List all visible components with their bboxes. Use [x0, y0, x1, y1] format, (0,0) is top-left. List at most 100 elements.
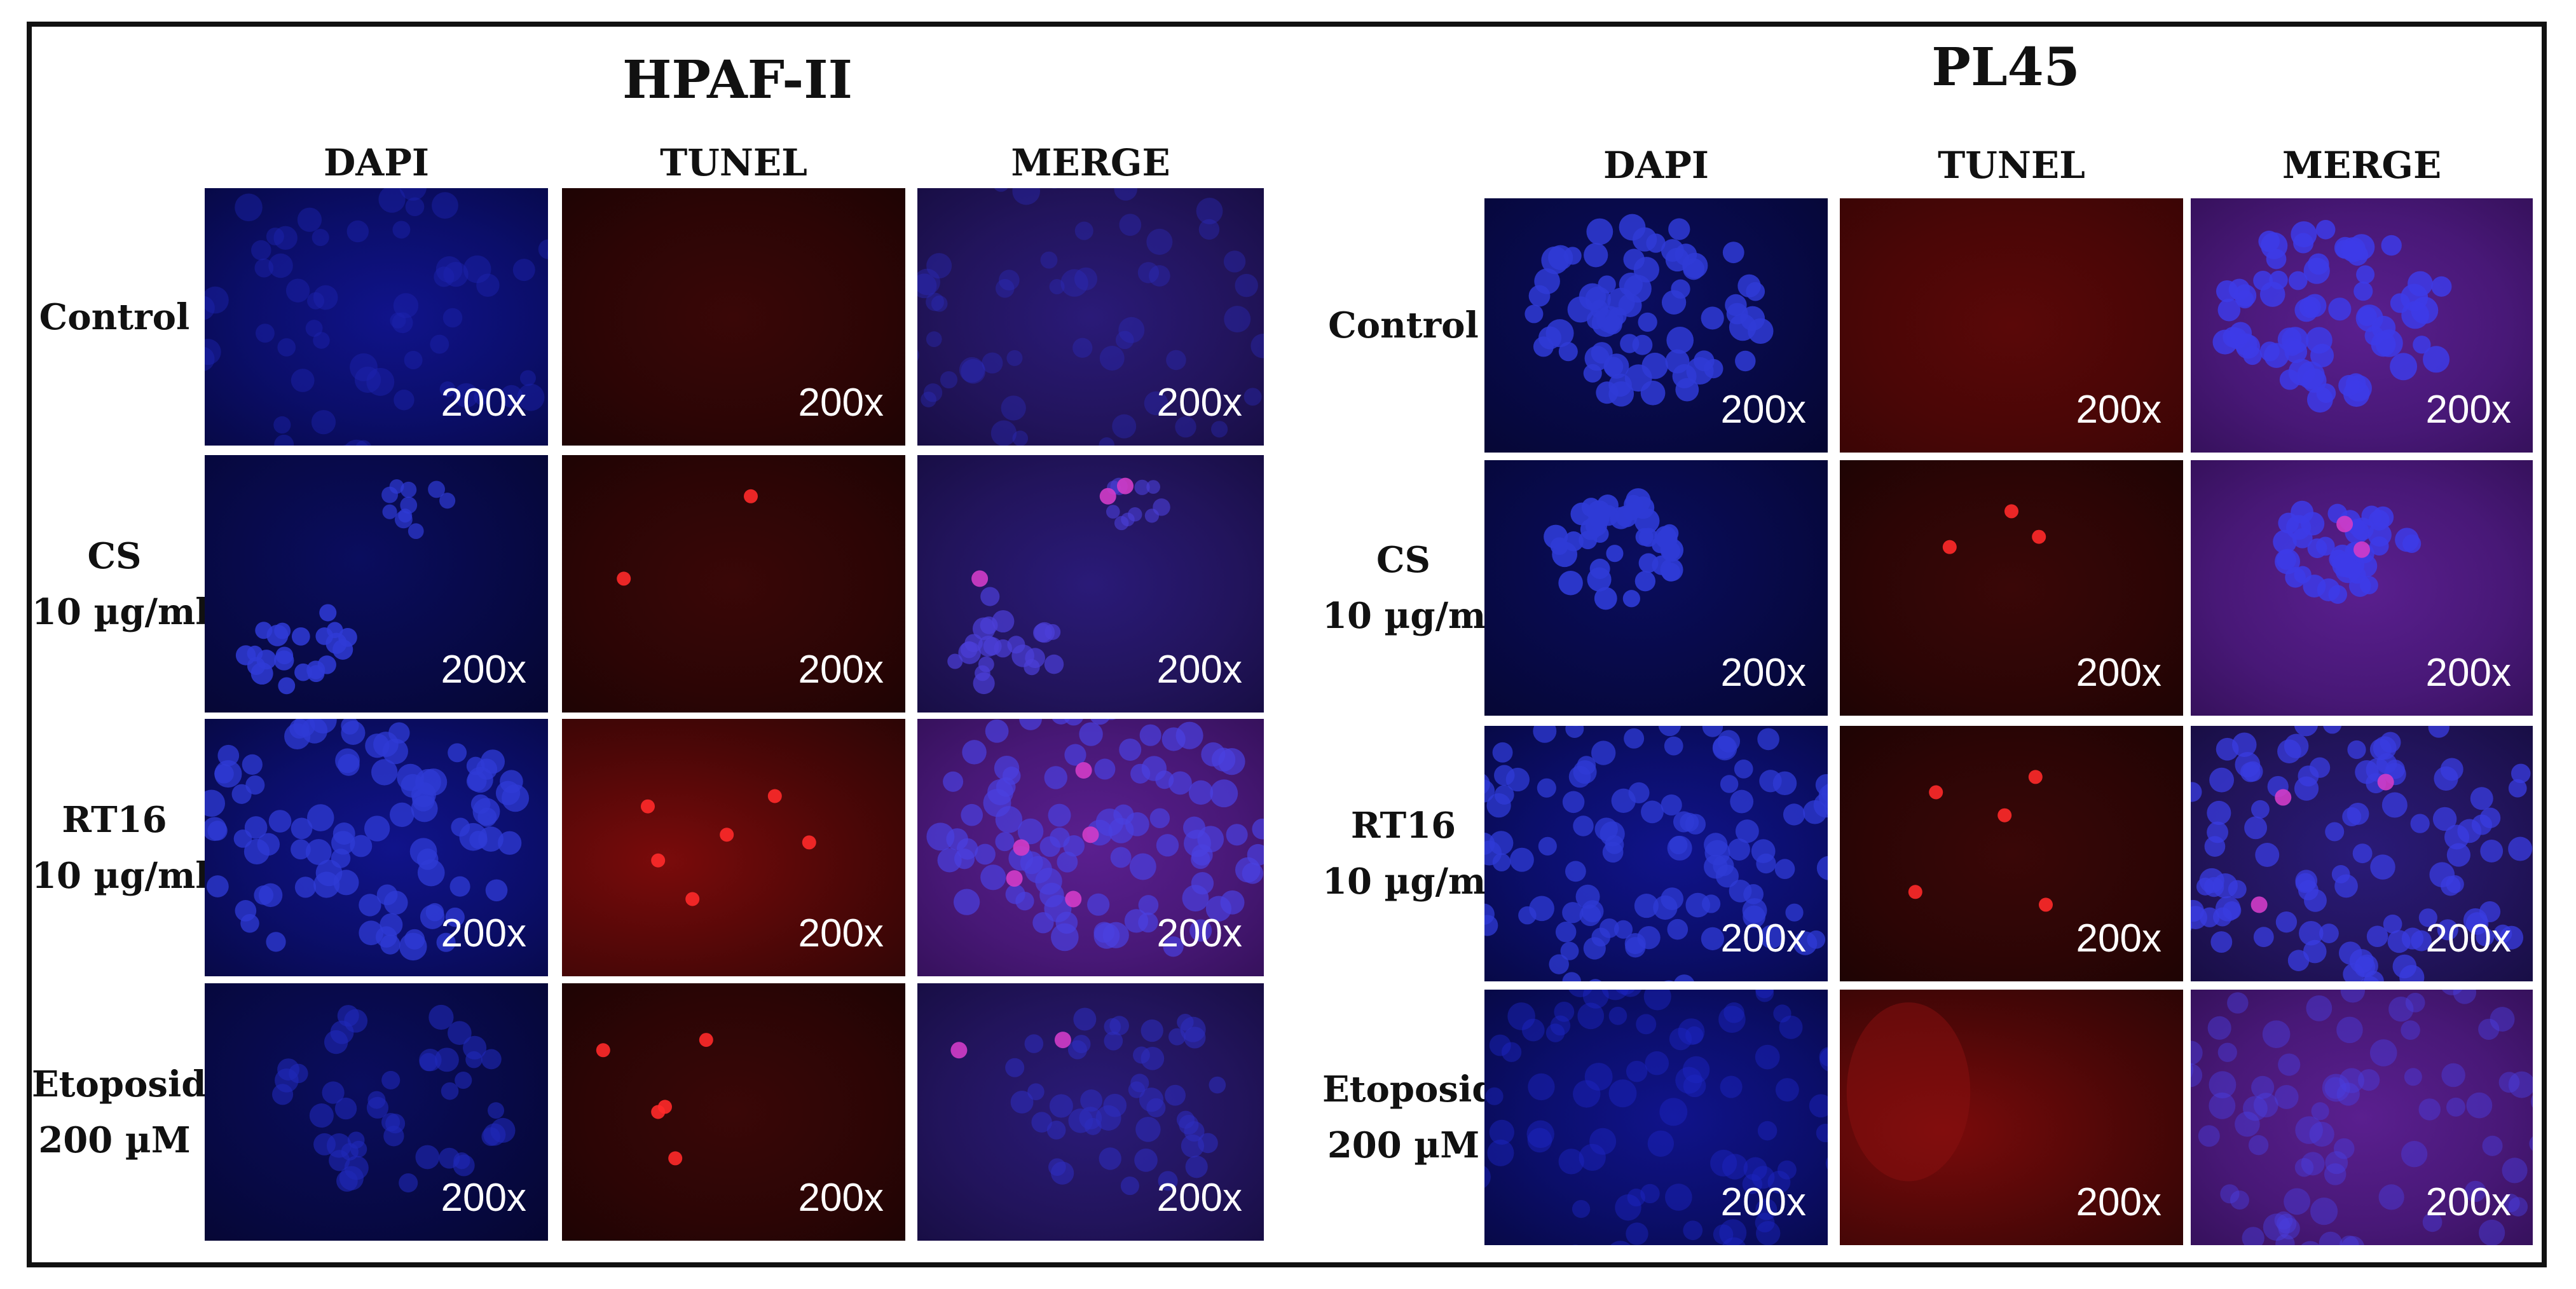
- tunel-positive-spot: [2004, 504, 2018, 519]
- merge-positive-spot: [2275, 789, 2292, 806]
- nucleus: [2428, 726, 2449, 738]
- nucleus: [2508, 836, 2533, 861]
- nucleus: [1748, 318, 1774, 344]
- row-label-line: Etoposide: [32, 1063, 229, 1105]
- magnification-label: 200x: [2425, 1180, 2511, 1224]
- nucleus: [1119, 738, 1142, 761]
- nucleus: [2418, 1098, 2441, 1121]
- nucleus: [2227, 992, 2249, 1014]
- nucleus: [389, 802, 414, 828]
- nucleus: [1156, 834, 1179, 857]
- nucleus: [380, 934, 401, 955]
- micrograph-image: [1908, 770, 2053, 912]
- nucleus: [1685, 1026, 1704, 1045]
- nucleus: [1010, 1091, 1034, 1114]
- nucleus: [1665, 247, 1690, 272]
- nucleus: [1659, 1098, 1688, 1126]
- nucleus: [1734, 759, 1753, 779]
- nucleus: [289, 1063, 308, 1084]
- nucleus: [1180, 1016, 1206, 1042]
- nucleus: [2325, 822, 2345, 842]
- magnification-label: 200x: [2425, 917, 2511, 960]
- nucleus: [205, 286, 229, 314]
- nucleus: [2310, 1197, 2338, 1225]
- nucleus: [354, 366, 381, 393]
- nucleus: [2508, 779, 2527, 798]
- nucleus: [2209, 1071, 2237, 1099]
- merge-positive-spot: [1006, 870, 1023, 887]
- nucleus: [1099, 346, 1125, 371]
- nucleus: [2198, 1125, 2220, 1147]
- micrograph-image: [641, 789, 816, 906]
- nucleus: [1146, 480, 1160, 494]
- nucleus: [443, 261, 469, 287]
- nucleus: [1137, 262, 1160, 283]
- nucleus: [378, 188, 406, 213]
- tunel-positive-spot: [802, 835, 816, 850]
- nucleus: [1210, 779, 1238, 808]
- magnification-label: 200x: [1156, 648, 1242, 692]
- nucleus: [1667, 918, 1689, 940]
- nucleus: [1819, 1047, 1828, 1067]
- nucleus: [2501, 1194, 2520, 1213]
- nucleus: [1489, 1119, 1514, 1145]
- merge-positive-spot: [1082, 826, 1099, 843]
- nucleus: [2376, 753, 2397, 774]
- nucleus: [1099, 1147, 1121, 1170]
- micrograph-tunel: 200x: [1840, 990, 2183, 1245]
- merge-positive-spot: [2353, 541, 2370, 558]
- nucleus: [412, 789, 435, 812]
- nucleus: [1015, 892, 1034, 911]
- nucleus: [481, 1049, 502, 1070]
- nucleus: [1080, 1089, 1103, 1112]
- nucleus: [1625, 937, 1646, 958]
- nucleus: [1635, 528, 1654, 546]
- nucleus: [1125, 812, 1149, 836]
- merge-positive-spot: [1054, 1032, 1071, 1049]
- nucleus: [1611, 788, 1636, 813]
- nucleus: [1064, 719, 1083, 726]
- nucleus: [439, 1147, 460, 1169]
- nucleus: [2240, 762, 2261, 782]
- tunel-positive-spot: [685, 892, 700, 906]
- nucleus: [294, 663, 312, 681]
- micrograph-dapi: 200x: [1484, 726, 1828, 981]
- nucleus: [1646, 233, 1666, 253]
- nucleus: [1755, 1198, 1778, 1220]
- nucleus: [1064, 744, 1086, 766]
- nucleus: [1565, 861, 1586, 882]
- nucleus: [306, 804, 334, 831]
- nucleus: [1579, 904, 1601, 927]
- nucleus: [1622, 590, 1640, 608]
- nucleus: [1484, 1166, 1491, 1188]
- nucleus: [2263, 1213, 2291, 1241]
- nucleus: [2353, 282, 2373, 301]
- nucleus: [268, 810, 292, 833]
- nucleus: [1641, 352, 1668, 379]
- row-label: Etoposide 200 µM: [1322, 1061, 1519, 1173]
- micrograph-image: [2191, 726, 2533, 981]
- nucleus: [1686, 357, 1714, 385]
- nucleus: [1619, 214, 1646, 241]
- nucleus: [266, 932, 286, 952]
- nucleus: [1235, 273, 1258, 297]
- nucleus: [1813, 793, 1828, 818]
- nucleus: [2303, 257, 2330, 284]
- nucleus: [2278, 1217, 2300, 1239]
- nucleus: [1615, 990, 1635, 995]
- nucleus: [334, 1097, 357, 1120]
- nucleus: [1084, 1117, 1102, 1135]
- nucleus: [274, 434, 294, 446]
- micrograph-image: [1846, 1002, 1971, 1182]
- nucleus: [1719, 1219, 1747, 1245]
- nucleus: [2274, 1085, 2299, 1109]
- micrograph-image: [2191, 990, 2533, 1245]
- nucleus: [2319, 1231, 2343, 1245]
- nucleus: [205, 346, 215, 371]
- nucleus: [366, 1096, 388, 1119]
- nucleus: [1785, 903, 1804, 922]
- nucleus: [2322, 1074, 2350, 1102]
- nucleus: [419, 1053, 438, 1072]
- nucleus: [2209, 767, 2235, 793]
- nucleus: [1555, 921, 1577, 943]
